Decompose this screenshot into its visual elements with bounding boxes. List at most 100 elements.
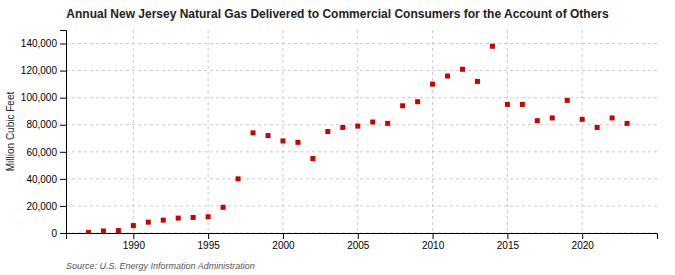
point — [146, 220, 151, 225]
y-tick-mark — [60, 44, 66, 45]
x-axis: 1990 1995 2000 2005 2010 2015 2020 — [67, 233, 658, 251]
y-tick-label: 100,000 — [21, 92, 58, 103]
y-tick-mark — [60, 125, 66, 126]
point — [400, 103, 405, 108]
y-axis-title: Million Cubic Feet — [5, 92, 16, 172]
x-tick-label: 2010 — [422, 240, 445, 251]
point — [445, 74, 450, 79]
x-tick-mark — [582, 233, 583, 239]
point — [550, 115, 555, 120]
x-tick-label: 2020 — [572, 240, 595, 251]
grid-line-x — [282, 30, 283, 233]
point — [310, 156, 315, 161]
point — [430, 82, 435, 87]
point — [161, 218, 166, 223]
y-tick: 0 — [51, 228, 66, 239]
x-tick: 2005 — [347, 233, 370, 251]
x-tick-label: 2015 — [497, 240, 520, 251]
point — [580, 117, 585, 122]
point — [520, 102, 525, 107]
grid-line-y — [66, 43, 657, 44]
point — [595, 125, 600, 130]
y-tick-label: 140,000 — [21, 38, 58, 49]
point — [370, 120, 375, 125]
y-tick-mark — [60, 233, 66, 234]
x-tick: 2020 — [572, 233, 595, 251]
point — [340, 125, 345, 130]
x-tick-label: 2005 — [347, 240, 370, 251]
x-tick: 2015 — [497, 233, 520, 251]
grid-line-x — [507, 30, 508, 233]
point — [191, 215, 196, 220]
point — [221, 205, 226, 210]
x-tick-mark — [507, 233, 508, 239]
y-axis-line — [60, 31, 67, 234]
point — [415, 99, 420, 104]
x-tick: 2010 — [422, 233, 445, 251]
y-tick-label: 0 — [51, 228, 57, 239]
y-tick-label: 40,000 — [26, 174, 57, 185]
point — [295, 140, 300, 145]
x-tick: 1995 — [198, 233, 221, 251]
grid-line-y — [66, 151, 657, 152]
grid-line-y — [66, 124, 657, 125]
point — [176, 216, 181, 221]
point — [280, 138, 285, 143]
y-tick: 100,000 — [21, 92, 66, 103]
point — [86, 230, 91, 233]
y-tick: 40,000 — [26, 174, 66, 185]
grid-line-x — [133, 30, 134, 233]
y-tick: 80,000 — [26, 119, 66, 130]
point — [325, 129, 330, 134]
x-tick-label: 1995 — [198, 240, 221, 251]
grid-line-y — [66, 205, 657, 206]
grid-line-y — [66, 178, 657, 179]
x-tick: 2000 — [272, 233, 295, 251]
y-tick-label: 60,000 — [26, 147, 57, 158]
grid-line-x — [208, 30, 209, 233]
grid — [66, 30, 657, 233]
x-tick-label: 2000 — [272, 240, 295, 251]
title: Annual New Jersey Natural Gas Delivered … — [66, 7, 609, 21]
y-tick-label: 20,000 — [26, 201, 57, 212]
point — [490, 44, 495, 49]
y-tick-mark — [60, 71, 66, 72]
x-tick-mark — [433, 233, 434, 239]
grid-line-x — [357, 30, 358, 233]
y-tick-label: 80,000 — [26, 119, 57, 130]
point — [565, 98, 570, 103]
x-tick-mark — [283, 233, 284, 239]
y-axis: 0 20,000 40,000 60,000 80,000 100,000 120,000 1… — [21, 31, 67, 239]
y-tick: 20,000 — [26, 201, 66, 212]
grid-line-y — [66, 70, 657, 71]
point — [206, 214, 211, 219]
x-tick-mark — [208, 233, 209, 239]
point — [505, 102, 510, 107]
grid-line-x — [432, 30, 433, 233]
point — [625, 121, 630, 126]
point — [236, 176, 241, 181]
x-tick-mark — [133, 233, 134, 239]
y-tick-mark — [60, 206, 66, 207]
point — [251, 130, 256, 135]
points — [86, 44, 630, 233]
grid-line-x — [582, 30, 583, 233]
source: Source: U.S. Energy Information Administ… — [66, 261, 255, 271]
point — [535, 118, 540, 123]
y-tick-mark — [60, 152, 66, 153]
point — [116, 228, 121, 233]
x-axis-line — [67, 234, 658, 240]
point — [355, 124, 360, 129]
y-tick-mark — [60, 179, 66, 180]
point — [610, 115, 615, 120]
y-tick: 60,000 — [26, 147, 66, 158]
y-tick-mark — [60, 98, 66, 99]
plot-area: 1990 1995 2000 2005 2010 2015 2020 0 20,000 40,00… — [21, 30, 658, 251]
point — [101, 228, 106, 233]
point — [475, 79, 480, 84]
x-tick-label: 1990 — [123, 240, 146, 251]
chart: 1990 1995 2000 2005 2010 2015 2020 0 20,000 40,00… — [0, 0, 675, 275]
y-tick: 120,000 — [21, 65, 66, 76]
x-tick: 1990 — [123, 233, 146, 251]
point — [385, 121, 390, 126]
